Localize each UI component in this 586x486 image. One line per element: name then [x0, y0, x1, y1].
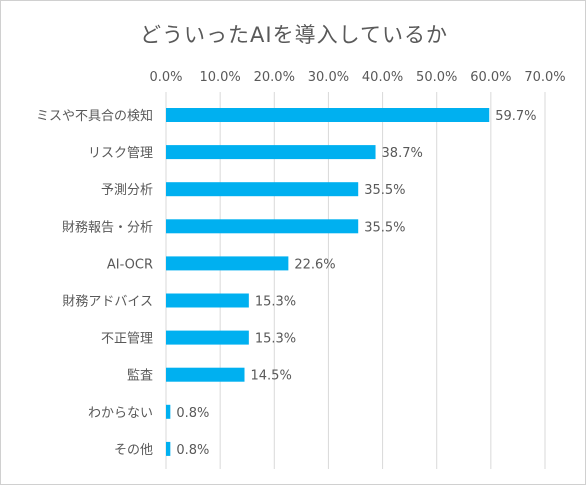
category-label: 予測分析 [101, 183, 153, 198]
category-label: 監査 [127, 368, 153, 384]
bar [166, 145, 376, 160]
data-label: 59.7% [495, 109, 536, 124]
bar [166, 256, 289, 271]
category-label: 財務報告・分析 [62, 220, 153, 235]
category-label: ミスや不具合の検知 [36, 108, 153, 124]
bar [166, 367, 245, 382]
category-label: リスク管理 [88, 146, 153, 161]
data-label: 35.5% [364, 183, 405, 198]
category-label: AI-OCR [107, 257, 153, 272]
bar [166, 404, 171, 419]
x-tick-label: 50.0% [416, 70, 457, 85]
bar [166, 108, 490, 122]
x-tick-label: 70.0% [524, 70, 565, 85]
x-tick-label: 10.0% [199, 70, 240, 85]
category-label: 財務アドバイス [62, 295, 153, 310]
category-label: その他 [114, 443, 153, 458]
x-tick-label: 60.0% [470, 70, 511, 85]
data-label: 38.7% [382, 146, 423, 161]
data-label: 15.3% [255, 295, 296, 310]
bar [166, 219, 359, 234]
x-tick-label: 20.0% [254, 70, 295, 85]
data-label: 0.8% [176, 443, 209, 458]
x-tick-label: 30.0% [308, 70, 349, 85]
data-label: 0.8% [176, 406, 209, 421]
bar [166, 293, 249, 308]
data-label: 22.6% [294, 257, 335, 272]
data-label: 15.3% [255, 332, 296, 347]
bar [166, 441, 171, 456]
data-label: 14.5% [251, 369, 292, 384]
x-tick-label: 0.0% [149, 70, 182, 85]
data-label: 35.5% [364, 220, 405, 235]
bar [166, 182, 359, 197]
bar [166, 330, 249, 345]
category-label: 不正管理 [101, 332, 153, 347]
category-label: わからない [88, 406, 153, 421]
chart-title: どういったAIを導入しているか [140, 23, 448, 47]
x-tick-label: 40.0% [362, 70, 403, 85]
